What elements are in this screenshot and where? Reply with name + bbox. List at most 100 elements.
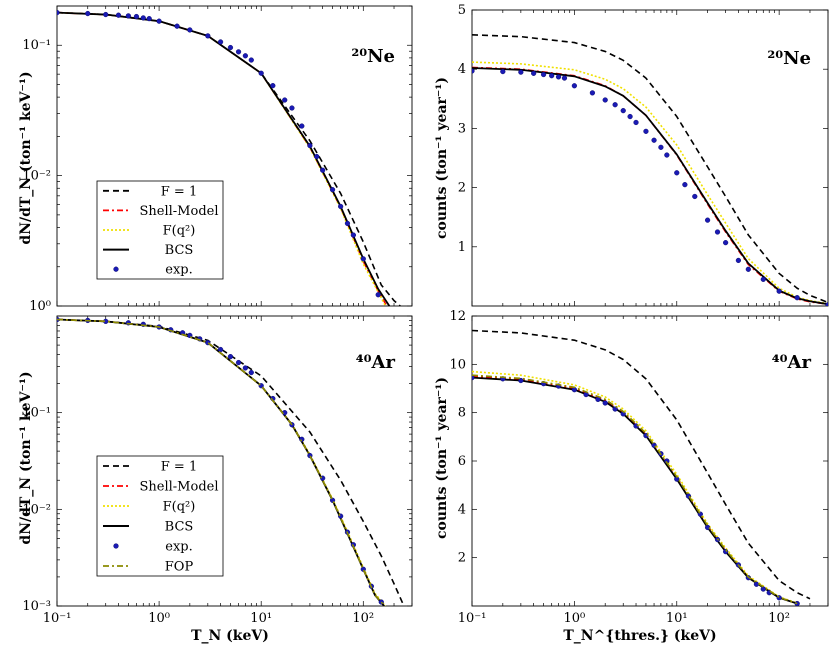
data-point-exp — [360, 256, 366, 262]
data-point-exp — [651, 137, 657, 143]
data-point-exp — [794, 295, 800, 301]
x-tick-label: 10⁻¹ — [458, 611, 487, 626]
data-point-exp — [540, 71, 547, 78]
data-point-exp — [270, 83, 276, 89]
panel-ar-counts: 10⁻¹ 10⁰ 10¹ 10² 2 4 6 8 10 12 ⁴⁰Ar — [449, 309, 829, 626]
x-tick-label: 10² — [768, 611, 790, 626]
series-line-f-1 — [472, 34, 828, 304]
data-point-exp — [627, 113, 633, 120]
data-point-exp — [235, 359, 242, 366]
data-point-exp — [289, 105, 295, 111]
data-point-exp — [825, 302, 828, 306]
ylabel-top-left: dN/dT_N (ton⁻¹ keV⁻¹) — [18, 71, 34, 244]
data-point-exp — [103, 11, 109, 18]
data-point-exp — [227, 354, 234, 360]
data-point-exp — [602, 400, 608, 406]
data-point-exp — [375, 292, 381, 298]
data-point-exp — [187, 27, 193, 33]
ylabel-left: dN/dT_N (ton⁻¹ keV⁻¹) dN/dT_N (ton⁻¹ keV… — [18, 71, 34, 544]
legend-entry-label: F = 1 — [161, 460, 197, 475]
data-point-exp — [602, 97, 608, 103]
data-point-exp — [472, 68, 475, 74]
data-point-exp — [146, 16, 152, 22]
data-point-exp — [205, 33, 211, 39]
data-point-exp — [531, 70, 537, 76]
plot-frame — [56, 5, 413, 307]
x-tick-label: 10⁰ — [148, 611, 170, 626]
legend-entry-label: exp. — [165, 540, 192, 555]
data-point-exp — [217, 346, 224, 353]
data-point-exp — [723, 240, 729, 246]
y-tick-label: 10 — [449, 357, 466, 372]
y-tick-label: 12 — [449, 309, 466, 324]
series-line-shell-model — [472, 375, 798, 605]
plot-area — [472, 329, 811, 606]
legend-marker-exp — [113, 543, 119, 549]
legend-entry-label: Shell-Model — [140, 204, 219, 219]
data-point-exp — [643, 128, 649, 134]
panel-ar-spectrum: 10⁻¹ 10⁰ 10¹ 10² 10⁻³ 10⁻² 10⁻¹ ⁴⁰Ar F = 1 Shell-… — [22, 315, 413, 626]
plot-area — [472, 34, 828, 306]
ylabel-bottom-right: counts (ton⁻¹ year⁻¹) — [434, 377, 450, 539]
legend-entry-label: FOP — [165, 560, 194, 575]
ylabel-top-right: counts (ton⁻¹ year⁻¹) — [434, 77, 450, 239]
data-point-exp — [85, 10, 91, 17]
legend-entry-label: BCS — [165, 243, 194, 258]
series-exp-markers — [472, 68, 828, 306]
data-point-exp — [242, 53, 248, 59]
series-line-f-q- — [472, 61, 828, 305]
data-point-exp — [555, 74, 562, 80]
y-tick-label: 4 — [458, 502, 466, 517]
data-point-exp — [217, 39, 224, 45]
series-exp-markers — [57, 9, 381, 298]
data-point-exp — [248, 57, 254, 63]
legend-entry-label: F = 1 — [161, 184, 197, 199]
x-tick-label: 10¹ — [250, 611, 272, 626]
data-point-exp — [704, 217, 711, 223]
data-point-exp — [320, 167, 326, 173]
data-point-exp — [589, 90, 596, 96]
series-line-fop — [472, 374, 798, 605]
y-tick-label: 10⁰ — [29, 299, 51, 314]
data-point-exp — [314, 153, 320, 160]
y-tick-label: 3 — [458, 121, 466, 136]
data-point-exp — [307, 142, 313, 149]
data-point-exp — [140, 15, 146, 21]
y-tick-label: 2 — [458, 551, 466, 566]
y-tick-label: 10⁻¹ — [22, 406, 51, 421]
y-tick-label: 5 — [458, 3, 466, 18]
data-point-exp — [248, 369, 254, 376]
data-point-exp — [227, 44, 234, 51]
y-tick-label: 2 — [458, 181, 466, 196]
data-point-exp — [115, 12, 122, 18]
plot-frame — [471, 9, 829, 307]
y-tick-label: 6 — [458, 454, 466, 469]
data-point-exp — [329, 187, 336, 193]
data-point-exp — [571, 83, 577, 89]
data-point-exp — [57, 9, 60, 16]
panel-ne-spectrum: 10⁰ 10⁻² 10⁻¹ ²⁰Ne F = 1 Shell-Model F(q²) BCS e… — [22, 5, 413, 314]
y-tick-label: 4 — [458, 62, 466, 77]
ylabel-right: counts (ton⁻¹ year⁻¹) counts (ton⁻¹ year… — [434, 77, 450, 539]
data-point-exp — [658, 144, 664, 150]
series-line-bcs — [472, 67, 828, 306]
data-point-exp — [174, 23, 180, 29]
data-point-exp — [549, 73, 555, 79]
x-tick-label: 10¹ — [666, 611, 688, 626]
data-point-exp — [745, 266, 751, 272]
data-point-exp — [258, 70, 264, 76]
data-point-exp — [633, 119, 639, 126]
legend: F = 1 Shell-Model F(q²) BCS exp. — [96, 180, 224, 280]
data-point-exp — [125, 13, 131, 19]
data-point-exp — [133, 13, 140, 20]
y-tick-label: 10⁻² — [22, 169, 51, 184]
data-point-exp — [714, 229, 721, 235]
data-point-exp — [338, 203, 344, 210]
data-point-exp — [242, 365, 248, 371]
data-point-exp — [500, 68, 506, 75]
data-point-exp — [378, 599, 384, 605]
series-exp-markers — [472, 375, 800, 606]
data-point-exp — [518, 69, 524, 75]
data-point-exp — [674, 170, 680, 176]
